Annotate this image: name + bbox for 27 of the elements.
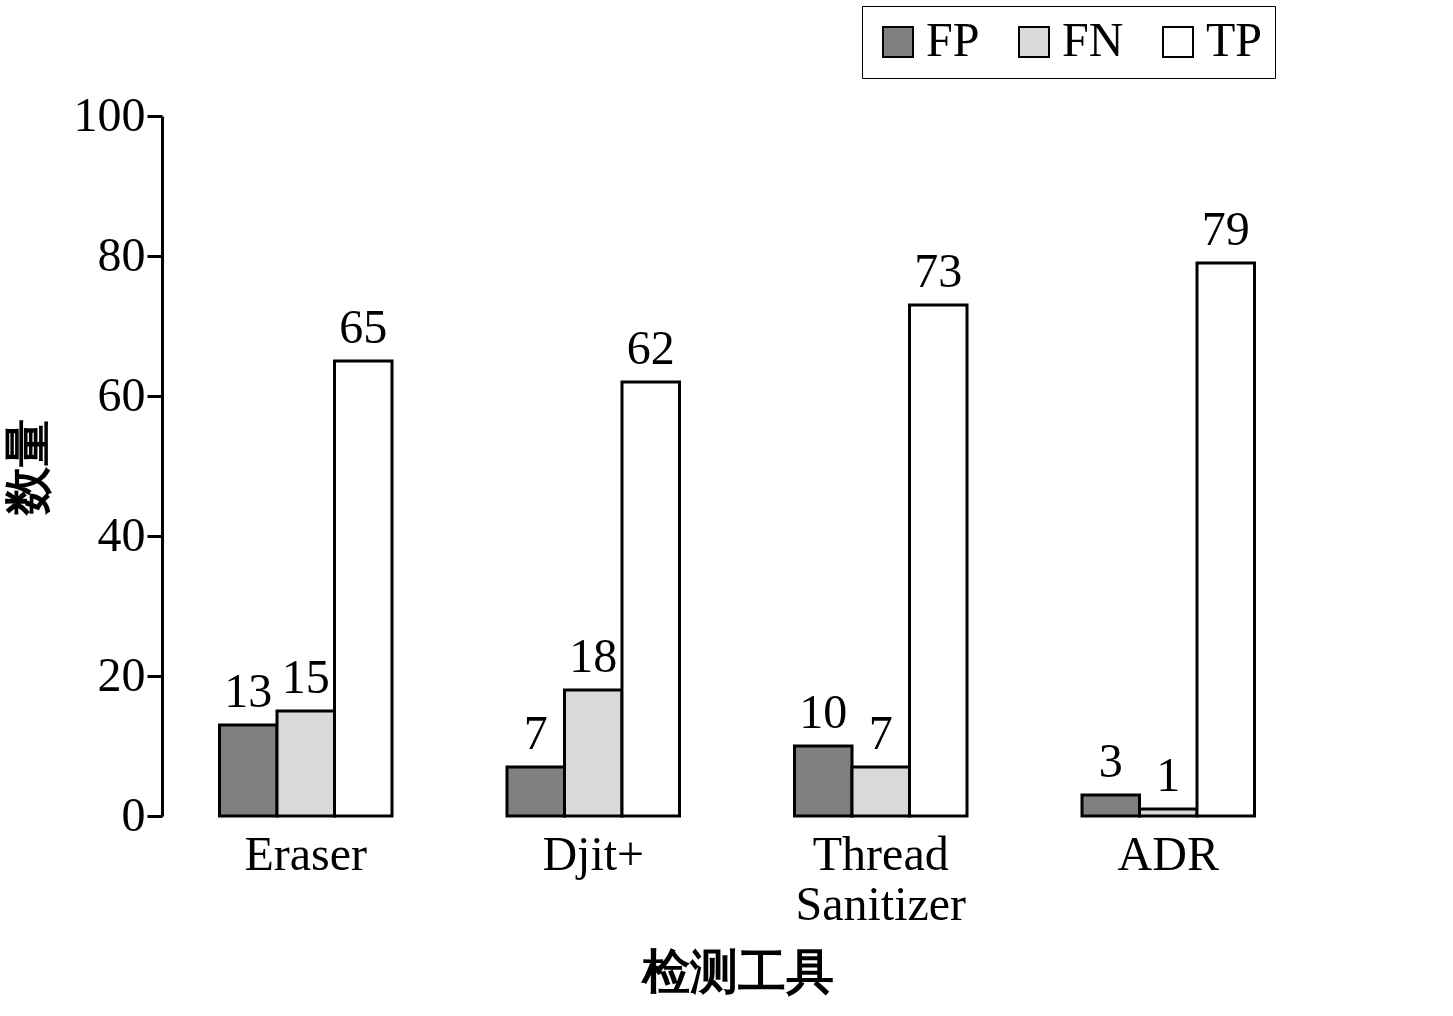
x-axis-title: 检测工具 — [639, 944, 834, 998]
data-label: 73 — [914, 244, 963, 297]
legend-label: FN — [1062, 13, 1124, 66]
y-axis-title: 数量 — [0, 418, 54, 516]
y-tick-label: 60 — [97, 367, 146, 421]
x-tick-label: Thread Sanitizer — [795, 826, 967, 930]
data-label: 7 — [523, 706, 548, 759]
data-label: 3 — [1098, 734, 1123, 787]
legend-label: FP — [926, 13, 980, 66]
y-tick-label: 80 — [97, 227, 146, 281]
x-tick-label: Eraser — [244, 826, 368, 880]
data-label: 10 — [799, 685, 848, 738]
y-tick-label: 40 — [97, 507, 146, 561]
y-tick-label: 0 — [121, 787, 146, 841]
x-tick-label: ADR — [1117, 826, 1219, 880]
y-tick-label: 100 — [73, 87, 146, 141]
y-tick-label: 20 — [97, 647, 146, 701]
data-label: 13 — [224, 664, 273, 717]
data-label: 1 — [1156, 748, 1181, 801]
data-label: 7 — [868, 706, 893, 759]
data-label: 79 — [1201, 202, 1250, 255]
data-label: 15 — [281, 650, 330, 703]
data-label: 65 — [339, 300, 388, 353]
x-tick-label: Djit+ — [542, 826, 645, 880]
data-label: 62 — [626, 321, 675, 374]
data-label: 18 — [569, 629, 618, 682]
legend-label: TP — [1206, 13, 1263, 66]
